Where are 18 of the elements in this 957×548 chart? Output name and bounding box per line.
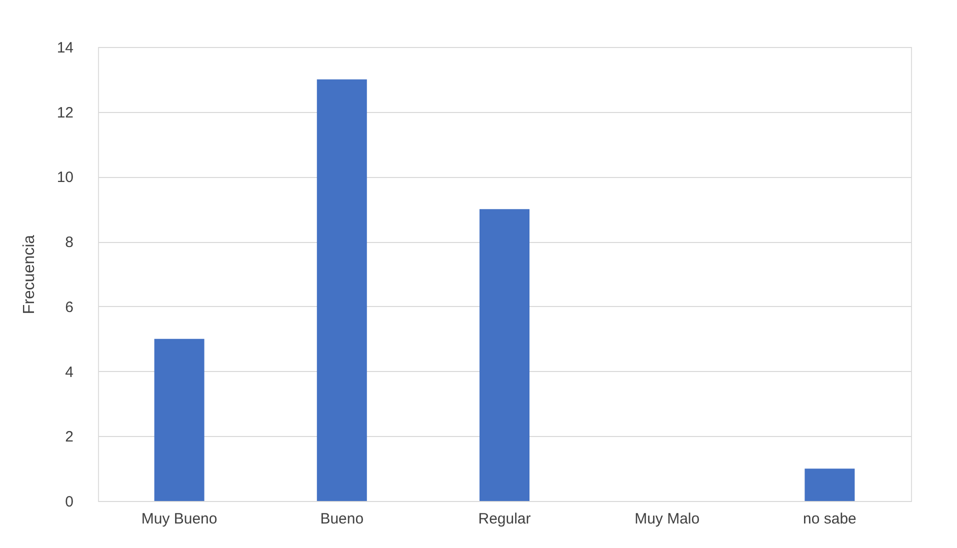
bar xyxy=(154,338,204,501)
x-tick-label: Bueno xyxy=(320,510,364,528)
y-tick-label: 4 xyxy=(65,364,74,381)
x-tick-label: Regular xyxy=(478,510,531,528)
y-tick-label: 2 xyxy=(65,428,74,446)
y-tick-label: 8 xyxy=(65,234,74,252)
x-tick-label: no sabe xyxy=(803,510,856,528)
y-tick-label: 10 xyxy=(56,169,74,186)
bar xyxy=(480,209,530,501)
y-axis-title: Frecuencia xyxy=(20,234,38,314)
bar xyxy=(804,468,855,501)
x-tick-label: Muy Malo xyxy=(634,510,700,528)
y-tick-label: 6 xyxy=(65,298,74,316)
bar xyxy=(316,79,367,501)
x-tick-label: Muy Bueno xyxy=(141,510,218,528)
y-tick-label: 0 xyxy=(65,494,74,510)
y-tick-label: 12 xyxy=(56,104,74,122)
y-tick-label: 14 xyxy=(56,40,74,56)
